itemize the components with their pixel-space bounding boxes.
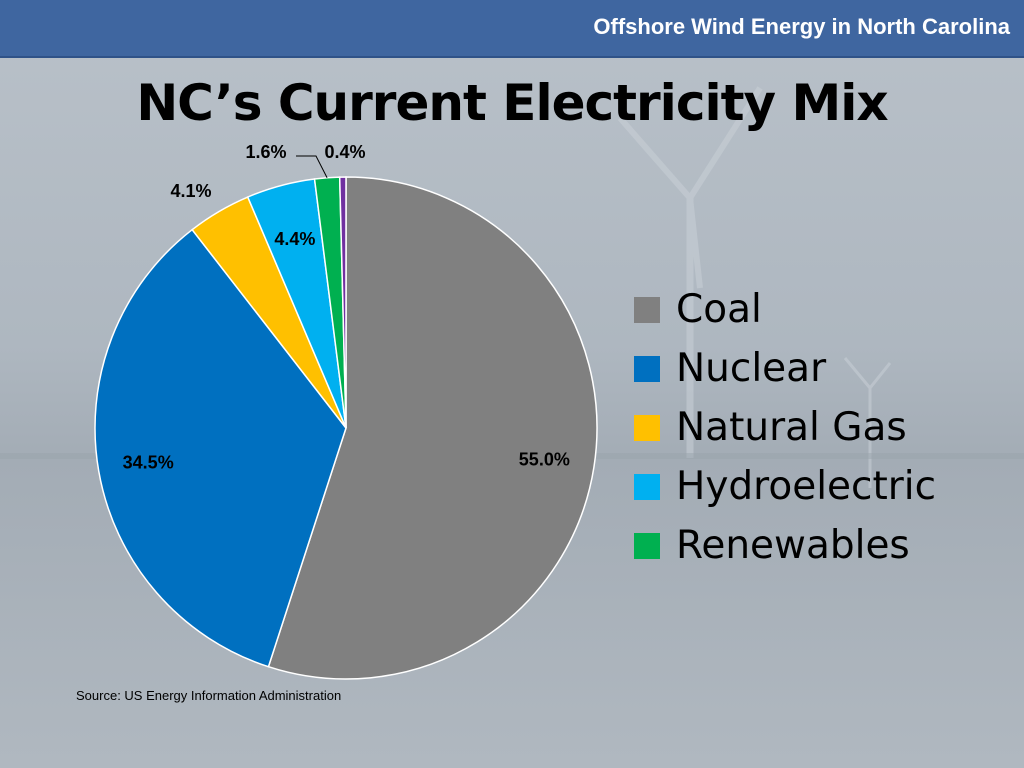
data-label-nuclear: 34.5% bbox=[123, 453, 174, 473]
legend-label: Natural Gas bbox=[676, 405, 907, 450]
legend-swatch bbox=[634, 355, 660, 382]
legend-label: Nuclear bbox=[676, 346, 827, 391]
legend-swatch bbox=[634, 473, 660, 500]
legend-label: Renewables bbox=[676, 523, 910, 568]
legend-swatch bbox=[634, 532, 660, 559]
header-title: Offshore Wind Energy in North Carolina bbox=[593, 14, 1010, 39]
legend-item-renewables: Renewables bbox=[634, 516, 936, 575]
data-label-renewables: 1.6% bbox=[245, 142, 286, 162]
pie-slice-coal bbox=[267, 176, 598, 680]
data-label-natural-gas: 4.1% bbox=[170, 181, 211, 201]
data-label-hydroelectric: 4.4% bbox=[274, 229, 315, 249]
slide-title: NC’s Current Electricity Mix bbox=[136, 74, 888, 132]
legend-label: Coal bbox=[676, 287, 762, 332]
legend-item-nuclear: Nuclear bbox=[634, 339, 936, 398]
source-note: Source: US Energy Information Administra… bbox=[76, 688, 342, 703]
legend-swatch bbox=[634, 296, 660, 323]
pie-slice-nuclear bbox=[94, 228, 347, 668]
pie-slice-other bbox=[338, 176, 347, 429]
data-label-coal: 55.0% bbox=[519, 449, 570, 469]
data-label-other: 0.4% bbox=[324, 142, 365, 162]
legend-swatch bbox=[634, 414, 660, 441]
chart-legend: Coal Nuclear Natural Gas Hydroelectric Renew… bbox=[634, 280, 936, 575]
header-bar: Offshore Wind Energy in North Carolina bbox=[0, 0, 1024, 58]
legend-item-coal: Coal bbox=[634, 280, 936, 339]
legend-item-hydroelectric: Hydroelectric bbox=[634, 457, 936, 516]
legend-label: Hydroelectric bbox=[676, 464, 937, 509]
leader-line bbox=[296, 155, 328, 178]
legend-item-natural-gas: Natural Gas bbox=[634, 398, 936, 457]
